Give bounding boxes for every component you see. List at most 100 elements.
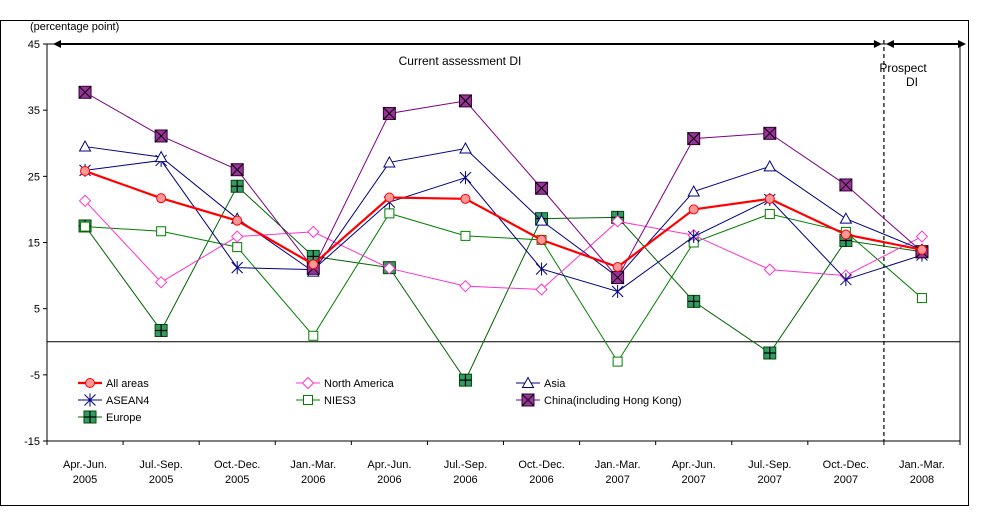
y-tick-label: -15 [24, 436, 40, 448]
x-tick-label-year: 2006 [301, 474, 325, 486]
data-point-all-areas [536, 234, 547, 245]
x-tick-label-year: 2005 [149, 474, 173, 486]
data-point-nies3 [916, 293, 927, 304]
data-point-china-including-hong-kong [687, 132, 701, 146]
legend-marker-stroke [521, 393, 535, 407]
data-point-asia [383, 155, 396, 168]
x-tick-label: Jul.-Sep. [139, 459, 182, 471]
legend-item-europe: Europe [78, 410, 141, 424]
x-tick-label-year: 2007 [605, 474, 629, 486]
legend-label: All areas [106, 378, 149, 390]
data-point-all-areas [232, 215, 243, 226]
x-tick-label-year: 2005 [73, 474, 97, 486]
data-point-north-america [78, 194, 92, 208]
data-point-asean4 [231, 261, 244, 275]
data-point-europe [763, 346, 777, 360]
y-tick-label: 5 [34, 304, 40, 316]
series-line-north-america [84, 200, 923, 290]
data-point-asia [154, 150, 168, 163]
data-point-asia [763, 159, 777, 172]
data-point-nies3 [80, 221, 91, 232]
current-period-arrow [53, 40, 882, 48]
legend: All areas North America Asia ASEAN4 NIES3 Chi… [78, 376, 682, 424]
data-point-asia [535, 214, 548, 226]
data-point-europe [687, 294, 701, 308]
data-point-all-areas [460, 193, 471, 204]
data-point-europe [154, 324, 168, 338]
series-layer [78, 85, 929, 387]
legend-item-china-including-hong-kong: China(including Hong Kong) [516, 393, 682, 407]
data-point-asean4 [459, 171, 472, 185]
data-point-north-america [915, 230, 929, 243]
legend-label: North America [324, 378, 395, 390]
data-point-europe [306, 249, 320, 263]
data-point-asean4 [687, 230, 700, 244]
data-point-all-areas [612, 261, 623, 272]
data-point-nies3 [460, 230, 471, 241]
data-point-china-including-hong-kong-stroke [611, 271, 624, 284]
series-line-china-including-hong-kong [84, 91, 923, 279]
data-point-all-areas [764, 193, 775, 204]
x-tick-label: Jan.-Mar. [899, 459, 945, 471]
data-point-china-including-hong-kong [458, 94, 472, 108]
data-point-china-including-hong-kong-stroke [763, 126, 777, 140]
data-point-china-including-hong-kong [535, 181, 549, 195]
x-tick-label-year: 2007 [681, 474, 705, 486]
data-point-asean4 [611, 284, 624, 298]
data-point-asia [839, 212, 853, 224]
data-point-north-america [763, 263, 776, 276]
x-tick-label: Oct.-Dec. [214, 459, 260, 471]
x-tick-label: Apr.-Jun. [672, 459, 716, 471]
x-tick-label: Oct.-Dec. [823, 459, 869, 471]
x-tick-label: Jan.-Mar. [595, 459, 641, 471]
legend-label: NIES3 [324, 395, 356, 407]
legend-marker [521, 376, 535, 388]
x-tick-label-year: 2006 [453, 474, 477, 486]
data-point-north-america [535, 283, 548, 296]
data-point-china-including-hong-kong [839, 178, 853, 192]
data-point-nies3 [612, 356, 623, 367]
data-point-all-areas [840, 229, 851, 240]
prospect-label: Prospect [879, 61, 927, 75]
x-tick-label-year: 2007 [758, 474, 782, 486]
data-point-china-including-hong-kong-stroke [383, 107, 396, 120]
data-point-nies3 [156, 226, 167, 237]
x-tick-label: Jul.-Sep. [444, 459, 487, 471]
data-point-north-america [459, 279, 472, 293]
y-tick-label: 15 [28, 238, 40, 250]
data-point-all-areas [308, 259, 319, 270]
legend-item-north-america: North America [296, 376, 395, 390]
data-point-asia [78, 140, 92, 152]
x-tick-label: Apr.-Jun. [63, 459, 107, 471]
axes: 45 35 25 15 5 -5 -15 Apr.-Jun. 2005 Jul.-Sep. 2005… [24, 39, 966, 486]
data-point-all-areas [688, 204, 699, 215]
data-point-europe [458, 373, 472, 387]
series-line-asean4 [84, 159, 923, 293]
data-point-asia [687, 185, 701, 197]
legend-label: ASEAN4 [106, 395, 149, 407]
data-point-north-america [154, 275, 168, 289]
data-point-europe [230, 179, 244, 193]
x-tick-label-year: 2005 [225, 474, 249, 486]
prospect-period-arrow-head-left [885, 40, 894, 48]
legend-label: Europe [106, 412, 141, 424]
data-point-north-america [383, 262, 396, 275]
x-tick-label: Jan.-Mar. [290, 459, 336, 471]
data-point-china-including-hong-kong-stroke [230, 163, 244, 177]
series-line-europe [84, 185, 923, 382]
data-point-asean4 [535, 262, 548, 276]
legend-marker [85, 378, 95, 388]
data-point-china-including-hong-kong-stroke [535, 181, 548, 195]
legend-item-nies3: NIES3 [296, 395, 356, 407]
data-point-china-including-hong-kong-stroke [839, 178, 853, 192]
data-point-all-areas [384, 192, 395, 203]
data-point-north-america [307, 225, 320, 239]
data-point-china-including-hong-kong [230, 163, 244, 177]
prospect-period-arrow [885, 40, 966, 48]
y-tick-label: 25 [28, 171, 40, 183]
data-point-all-areas [80, 166, 91, 177]
legend-marker [303, 395, 313, 405]
current-period-arrow-head-left [53, 40, 61, 48]
x-tick-label-year: 2006 [529, 474, 553, 486]
data-point-nies3 [384, 208, 395, 219]
